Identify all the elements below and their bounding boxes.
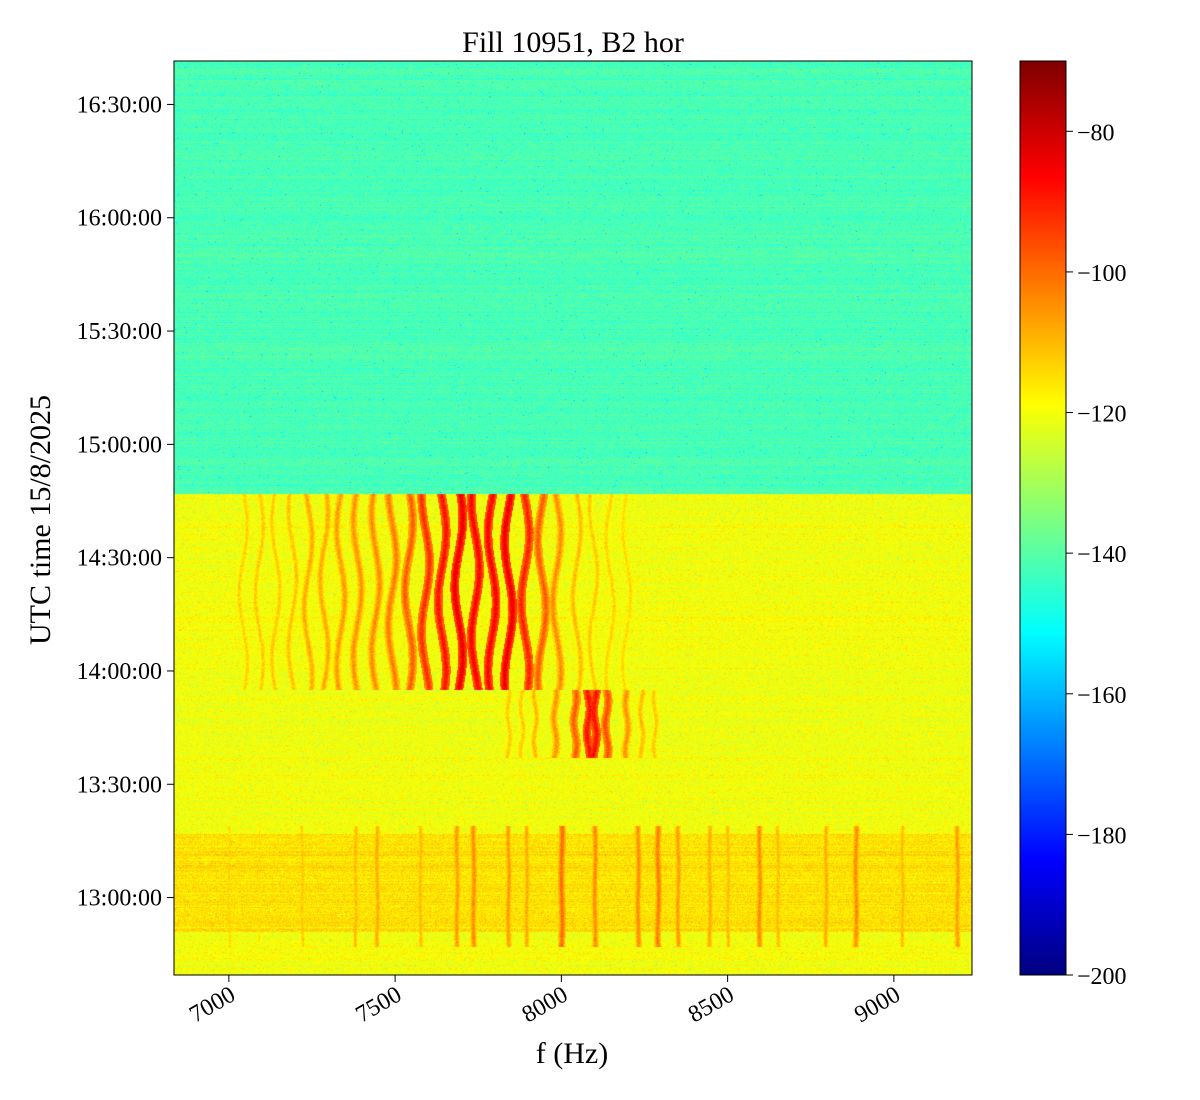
colorbar-tick-label: −80: [1077, 120, 1115, 146]
colorbar-tick-label: −200: [1077, 964, 1127, 990]
y-tick-label: 15:00:00: [77, 432, 162, 458]
colorbar-tick-label: −100: [1077, 261, 1127, 287]
x-tick-label: 9000: [850, 982, 905, 1029]
x-tick-label: 7000: [185, 982, 240, 1029]
colorbar-tick-label: −160: [1077, 683, 1127, 709]
y-tick-label: 14:30:00: [77, 546, 162, 572]
spectrogram-heatmap: [174, 61, 972, 975]
colorbar-gradient: [1020, 61, 1066, 975]
x-tick-label: 7500: [352, 982, 407, 1029]
y-tick-label: 16:30:00: [77, 92, 162, 118]
colorbar-tick-label: −180: [1077, 823, 1127, 849]
x-axis-ticks: 7000 7500 8000 8500 9000: [185, 975, 905, 1028]
y-tick-label: 13:30:00: [77, 772, 162, 798]
y-tick-label: 16:00:00: [77, 206, 162, 232]
colorbar-tick-label: −140: [1077, 542, 1127, 568]
plot-frame: [173, 60, 973, 976]
y-axis-label: UTC time 15/8/2025: [24, 395, 57, 645]
y-tick-label: 14:00:00: [77, 659, 162, 685]
y-axis-ticks: 13:00:00 13:30:00 14:00:00 14:30:00 15:00:00…: [77, 92, 174, 912]
colorbar-frame: [1019, 60, 1067, 976]
x-tick-label: 8500: [684, 982, 739, 1029]
x-axis-label: f (Hz): [536, 1037, 608, 1070]
y-tick-label: 15:30:00: [77, 319, 162, 345]
y-tick-label: 13:00:00: [77, 886, 162, 912]
chart-title: Fill 10951, B2 hor: [462, 26, 684, 59]
colorbar-ticks: −200 −180 −160 −140 −120 −100 −80: [1066, 120, 1127, 990]
x-tick-label: 8000: [518, 982, 573, 1029]
colorbar-tick-label: −120: [1077, 402, 1127, 428]
